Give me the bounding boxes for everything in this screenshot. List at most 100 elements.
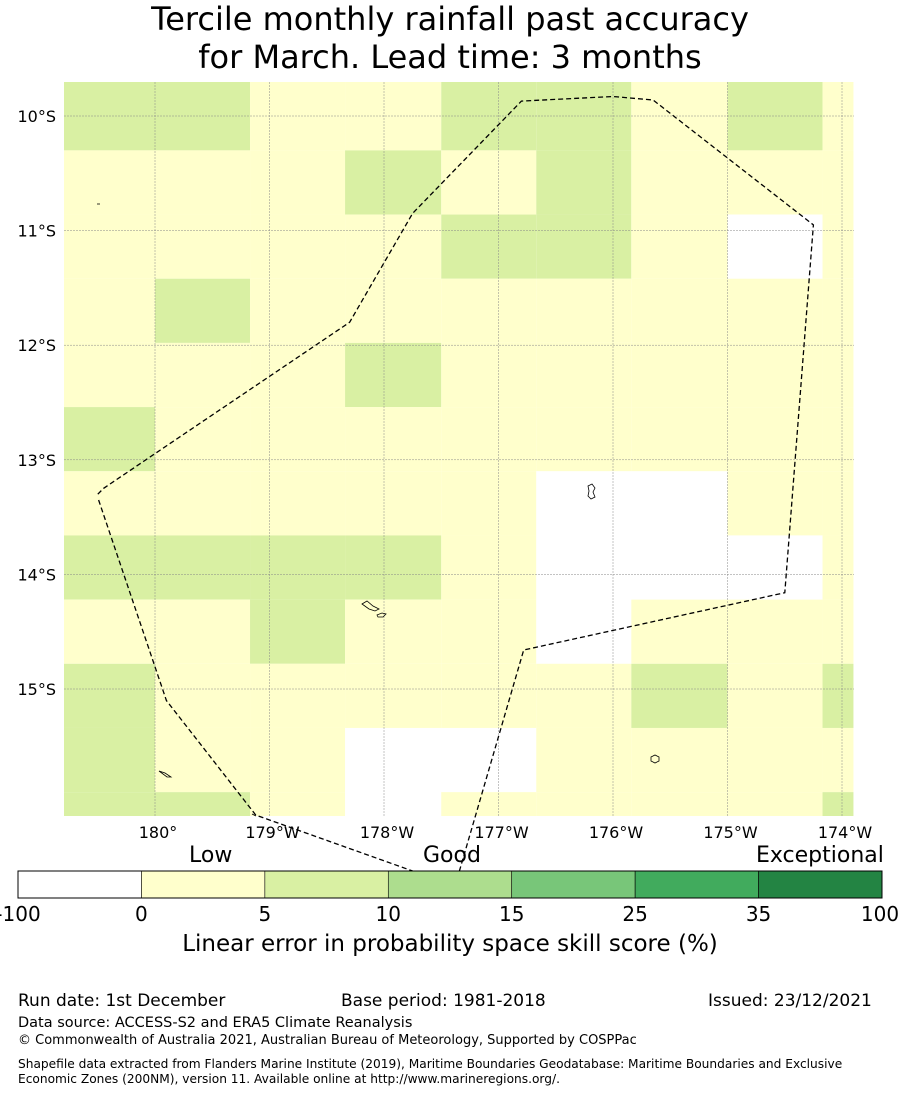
grid-cell xyxy=(250,663,346,728)
colorbar-segment xyxy=(387,870,513,899)
grid-cell xyxy=(536,342,632,408)
colorbar-tick-label: 5 xyxy=(258,902,272,926)
grid-cell xyxy=(822,407,854,472)
grid-cell xyxy=(536,150,632,215)
grid-cell xyxy=(822,471,854,536)
colorbar-segment xyxy=(634,870,759,899)
islands xyxy=(97,203,660,817)
grid-cell xyxy=(64,278,155,343)
longitude-label: 176°W xyxy=(589,823,644,842)
grid-cell xyxy=(536,663,632,728)
grid-cell xyxy=(155,727,251,793)
grid-cell xyxy=(155,150,251,215)
grid-cell xyxy=(250,727,346,793)
grid-cell xyxy=(64,471,155,536)
grid-cell xyxy=(631,150,728,215)
grid-cell xyxy=(345,535,442,600)
colorbar-tick-label: 0 xyxy=(135,902,148,926)
grid-cell xyxy=(727,407,823,472)
grid-cell xyxy=(727,214,823,279)
grid-cell xyxy=(822,150,854,215)
grid-cell xyxy=(536,535,632,600)
grid-cell xyxy=(536,727,632,793)
grid-cell xyxy=(536,278,632,343)
longitude-label: 174°W xyxy=(818,823,873,842)
colorbar-tick-label: 100 xyxy=(860,902,900,926)
grid-cell xyxy=(631,407,728,472)
grid-cell xyxy=(155,278,251,343)
grid-cell xyxy=(155,214,251,279)
grid-cell xyxy=(250,535,346,600)
island-manono xyxy=(376,612,387,618)
colorbar-label-good: Good xyxy=(423,843,481,868)
grid-cell xyxy=(345,727,442,793)
colorbar-tick-label: 35 xyxy=(745,902,772,926)
graticule xyxy=(64,82,854,816)
colorbar-segment xyxy=(264,870,389,899)
colorbar-tick-label: 25 xyxy=(622,902,648,926)
grid-cell xyxy=(536,792,632,816)
grid-cell xyxy=(250,599,346,664)
grid-cell xyxy=(441,278,537,343)
longitude-label: 178°W xyxy=(360,823,415,842)
grid-cell xyxy=(64,535,155,600)
grid-cell xyxy=(441,535,537,600)
grid-cell xyxy=(727,342,823,408)
grid-cell xyxy=(345,663,442,728)
colorbar xyxy=(17,870,883,899)
grid-cell xyxy=(64,150,155,215)
grid-cell xyxy=(727,535,823,600)
latitude-label: 11°S xyxy=(17,222,56,241)
grid-cell xyxy=(441,471,537,536)
grid-cell xyxy=(155,599,251,664)
grid-cell xyxy=(631,214,728,279)
grid-cell xyxy=(631,342,728,408)
shapefile-credit: Shapefile data extracted from Flanders M… xyxy=(18,1057,843,1086)
grid-cells xyxy=(64,82,854,816)
grid-cell xyxy=(250,214,346,279)
latitude-label: 12°S xyxy=(17,336,56,355)
colorbar-tick-label: 15 xyxy=(498,902,525,926)
grid-cell xyxy=(64,663,155,728)
grid-cell xyxy=(441,407,537,472)
grid-cell xyxy=(822,535,854,600)
colorbar-segment xyxy=(758,870,883,899)
colorbar-label-low: Low xyxy=(189,843,233,868)
island-upolu xyxy=(361,600,380,612)
grid-cell xyxy=(64,214,155,279)
colorbar-title: Linear error in probability space skill … xyxy=(182,931,718,957)
island-niuatoputapu xyxy=(158,770,173,778)
island-wallis xyxy=(587,483,596,500)
longitude-label: 180° xyxy=(139,823,178,842)
grid-cell xyxy=(345,407,442,472)
grid-cell xyxy=(536,214,632,279)
grid-cell xyxy=(441,663,537,728)
grid-cell xyxy=(64,599,155,664)
grid-cell xyxy=(345,278,442,343)
rainfall-accuracy-map: 10°S11°S12°S13°S14°S15°S 180° 179°W 178°W 1… xyxy=(17,82,883,899)
grid-cell xyxy=(631,663,728,728)
copyright: © Commonwealth of Australia 2021, Austra… xyxy=(18,1033,637,1048)
grid-cell xyxy=(155,407,251,472)
grid-cell xyxy=(727,599,823,664)
grid-cell xyxy=(536,599,632,664)
grid-cell xyxy=(441,792,537,816)
grid-cell xyxy=(441,150,537,215)
grid-cell xyxy=(250,792,346,816)
map-title-line-2: for March. Lead time: 3 months xyxy=(198,38,702,76)
colorbar-segment xyxy=(511,870,636,899)
grid-cell xyxy=(631,792,728,816)
grid-cell xyxy=(631,471,728,536)
run-date: Run date: 1st December xyxy=(18,991,226,1011)
latitude-labels: 10°S 11°S 12°S 13°S 14°S 15°S xyxy=(17,107,56,699)
grid-cell xyxy=(155,792,251,816)
grid-cell xyxy=(155,535,251,600)
grid-cell xyxy=(822,792,854,816)
grid-cell xyxy=(727,663,823,728)
longitude-label: 175°W xyxy=(703,823,758,842)
grid-cell xyxy=(155,663,251,728)
colorbar-tick-label: 10 xyxy=(375,902,402,926)
colorbar-segment xyxy=(17,870,142,899)
grid-cell xyxy=(345,342,442,408)
grid-cell xyxy=(536,407,632,472)
